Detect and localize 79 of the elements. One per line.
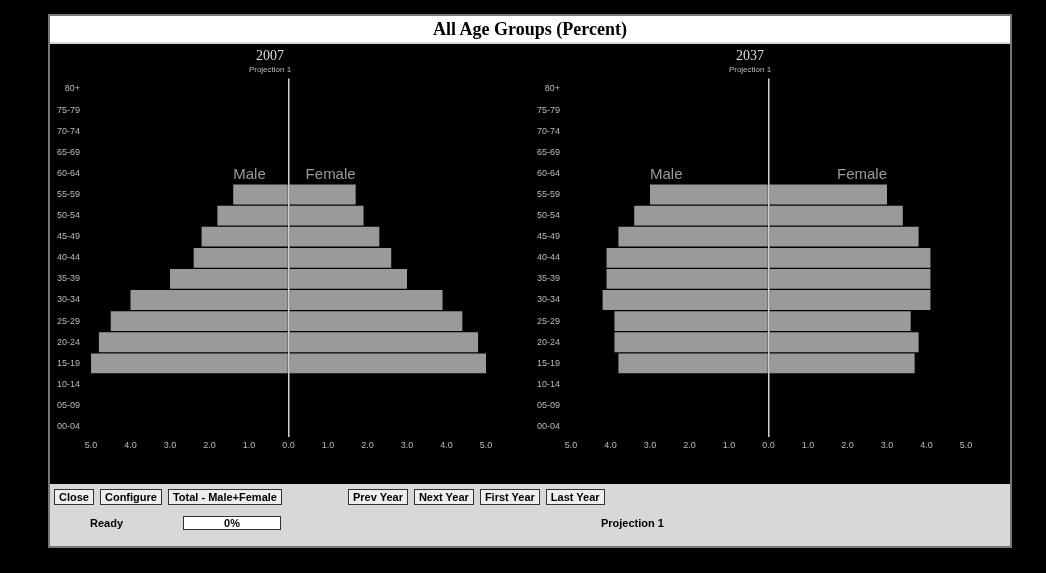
bar [769,184,887,205]
y-tick-label: 65-69 [56,146,81,157]
y-tick-label: 40-44 [56,252,81,263]
y-tick-label: 45-49 [56,231,81,242]
bar [289,184,356,205]
series-label: Female [305,165,356,183]
chart-title: 2007 [256,48,284,64]
y-tick-label: 55-59 [56,188,81,199]
y-tick-label: 15-19 [536,357,561,368]
x-tick-label: 2.0 [683,440,696,451]
y-tick-label: 00-04 [536,421,561,432]
x-tick-label: 2.0 [361,440,374,451]
y-tick-label: 10-14 [536,378,561,389]
x-tick-label: 3.0 [880,440,894,451]
y-tick-label: 50-54 [536,210,561,221]
x-tick-label: 2.0 [203,440,216,451]
y-tick-label: 25-29 [536,315,561,326]
text: Ready [90,517,124,529]
x-tick-label: 1.0 [801,440,815,451]
y-tick-label: 70-74 [56,125,81,136]
text: Prev Year [347,489,408,505]
y-tick-label: 30-34 [536,294,561,305]
y-tick-label: 75-79 [56,104,81,115]
y-tick-label: 20-24 [536,336,561,347]
y-tick-label: 75-79 [536,104,561,115]
x-tick-label: 4.0 [604,440,617,451]
text: Last Year [545,489,605,505]
chart-subtitle: Projection 1 [248,64,292,74]
x-tick-label: 1.0 [242,440,256,451]
text: Configure [99,489,162,505]
y-tick-label: 65-69 [536,146,561,157]
text: Total - Male+Female [167,489,282,505]
y-tick-label: 50-54 [56,210,81,221]
y-tick-label: 25-29 [56,315,81,326]
y-tick-label: 05-09 [536,400,561,411]
bar [233,184,288,205]
y-tick-label: 05-09 [56,400,81,411]
x-tick-label: 5.0 [84,440,98,451]
bar [650,184,768,205]
y-tick-label: 80+ [64,83,81,94]
x-tick-label: 5.0 [959,440,973,451]
y-tick-label: 20-24 [56,336,81,347]
x-tick-label: 2.0 [841,440,854,451]
chart-subtitle: Projection 1 [728,64,772,74]
y-tick-label: 10-14 [56,378,81,389]
x-tick-label: 1.0 [321,440,335,451]
series-label: Female [836,165,887,183]
y-tick-label: 40-44 [536,252,561,263]
x-tick-label: 3.0 [643,440,657,451]
y-tick-label: 60-64 [56,167,81,178]
text: First Year [479,489,540,505]
y-tick-label: 45-49 [536,231,561,242]
y-tick-label: 55-59 [536,188,561,199]
y-tick-label: 15-19 [56,357,81,368]
series-label: Male [233,165,266,183]
y-tick-label: 35-39 [56,273,81,284]
text: Next Year [413,489,474,505]
text: 0% [183,516,281,530]
y-tick-label: 80+ [544,83,561,94]
x-tick-label: 3.0 [163,440,177,451]
text: Close [54,489,94,505]
series-label: Male [650,165,683,183]
x-tick-label: 1.0 [722,440,736,451]
x-tick-label: 5.0 [479,440,493,451]
x-tick-label: 4.0 [920,440,933,451]
x-tick-label: 0.0 [282,440,295,451]
chart-title: 2037 [736,48,764,64]
x-tick-label: 0.0 [762,440,775,451]
text: All Age Groups (Percent) [50,16,1010,42]
y-tick-label: 60-64 [536,167,561,178]
y-tick-label: 00-04 [56,421,81,432]
x-tick-label: 4.0 [440,440,453,451]
text: Projection 1 [600,517,664,529]
x-tick-label: 5.0 [564,440,578,451]
y-tick-label: 70-74 [536,125,561,136]
x-tick-label: 4.0 [124,440,137,451]
y-tick-label: 30-34 [56,294,81,305]
y-tick-label: 35-39 [536,273,561,284]
x-tick-label: 3.0 [400,440,414,451]
